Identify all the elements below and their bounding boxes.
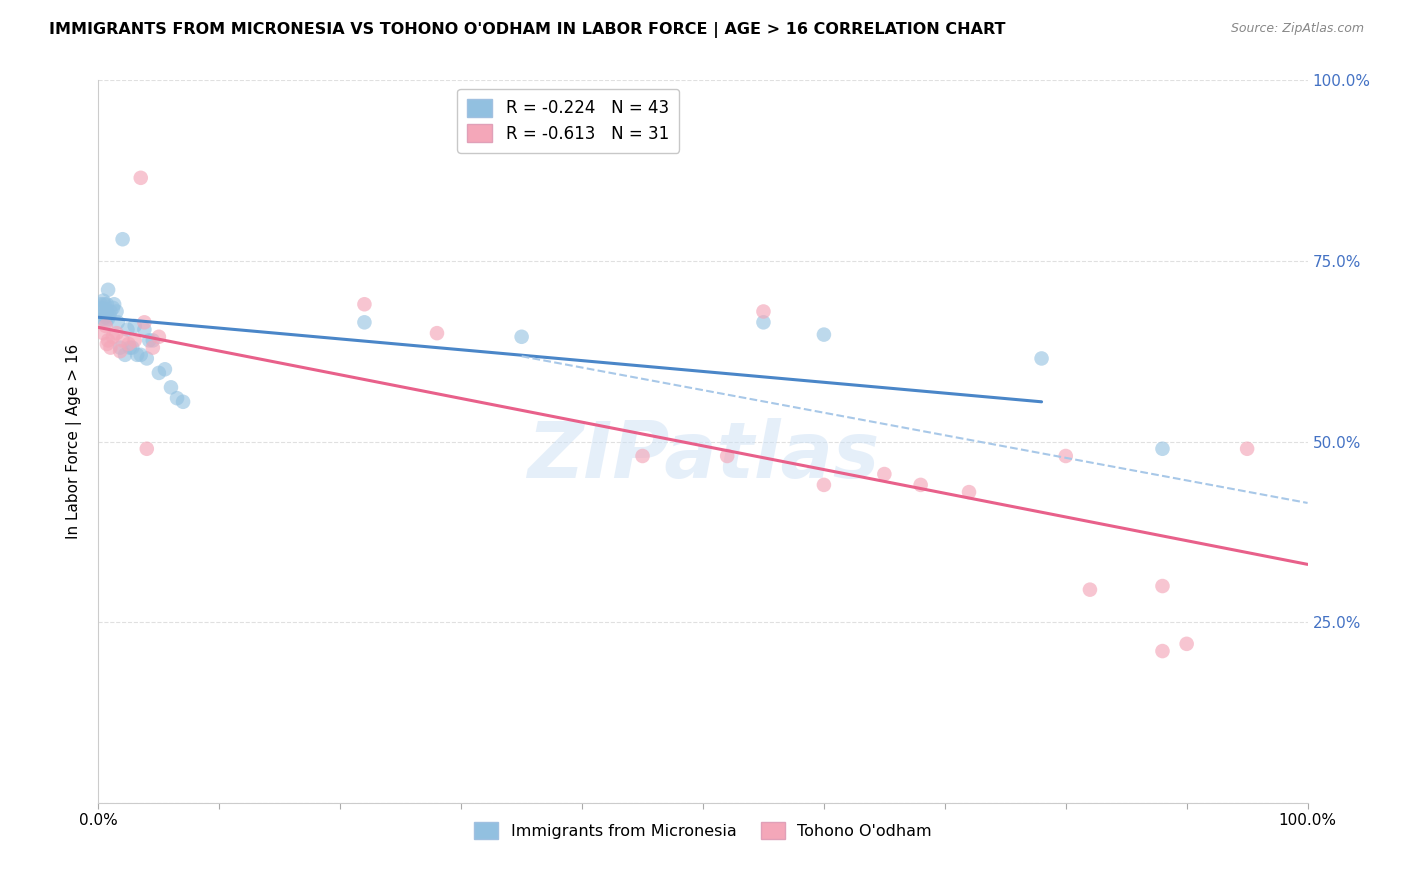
Point [98, 308, 121, 322]
Point [111, 334, 134, 348]
Point [118, 341, 141, 355]
Point [1054, 449, 1077, 463]
Point [96, 304, 118, 318]
Point [426, 326, 449, 340]
Point [96, 337, 118, 351]
Point [91, 311, 114, 326]
Point [105, 326, 128, 340]
Point [910, 478, 932, 492]
Point [752, 315, 775, 329]
Point [873, 467, 896, 481]
Point [90, 297, 112, 311]
Point [166, 391, 188, 405]
Point [93, 297, 115, 311]
Point [94, 315, 117, 329]
Point [138, 334, 160, 348]
Y-axis label: In Labor Force | Age > 16: In Labor Force | Age > 16 [66, 344, 83, 539]
Point [752, 304, 775, 318]
Point [124, 318, 146, 333]
Point [101, 301, 124, 315]
Point [134, 315, 156, 329]
Point [127, 348, 149, 362]
Point [148, 366, 170, 380]
Point [1031, 351, 1053, 366]
Point [813, 327, 835, 342]
Point [716, 449, 738, 463]
Point [97, 334, 120, 348]
Point [1152, 442, 1174, 456]
Point [121, 341, 143, 355]
Point [129, 348, 152, 362]
Point [957, 485, 980, 500]
Point [117, 322, 139, 336]
Point [108, 344, 131, 359]
Legend: Immigrants from Micronesia, Tohono O'odham: Immigrants from Micronesia, Tohono O'odh… [468, 815, 938, 846]
Point [118, 337, 141, 351]
Point [135, 442, 157, 456]
Point [105, 304, 128, 318]
Point [1152, 579, 1174, 593]
Point [353, 297, 375, 311]
Point [114, 348, 136, 362]
Point [142, 334, 165, 348]
Point [172, 394, 194, 409]
Point [813, 478, 835, 492]
Point [93, 304, 115, 318]
Point [631, 449, 654, 463]
Point [91, 326, 114, 340]
Point [160, 380, 183, 394]
Point [93, 308, 115, 322]
Point [353, 315, 375, 329]
Point [510, 330, 533, 344]
Point [1078, 582, 1101, 597]
Point [124, 334, 146, 348]
Point [142, 341, 165, 355]
Point [1236, 442, 1258, 456]
Text: ZIPatlas: ZIPatlas [527, 418, 879, 494]
Text: Source: ZipAtlas.com: Source: ZipAtlas.com [1230, 22, 1364, 36]
Point [103, 297, 125, 311]
Point [153, 362, 176, 376]
Point [129, 170, 152, 185]
Point [97, 283, 120, 297]
Point [94, 310, 117, 325]
Point [135, 351, 157, 366]
Point [111, 232, 134, 246]
Point [100, 341, 122, 355]
Point [108, 341, 131, 355]
Text: IMMIGRANTS FROM MICRONESIA VS TOHONO O'ODHAM IN LABOR FORCE | AGE > 16 CORRELATI: IMMIGRANTS FROM MICRONESIA VS TOHONO O'O… [49, 22, 1005, 38]
Point [94, 318, 117, 333]
Point [91, 301, 114, 315]
Point [1175, 637, 1198, 651]
Point [100, 304, 122, 318]
Point [1152, 644, 1174, 658]
Point [96, 297, 118, 311]
Point [101, 330, 124, 344]
Point [134, 322, 156, 336]
Point [148, 330, 170, 344]
Point [107, 315, 129, 329]
Point [97, 311, 120, 326]
Point [91, 293, 114, 308]
